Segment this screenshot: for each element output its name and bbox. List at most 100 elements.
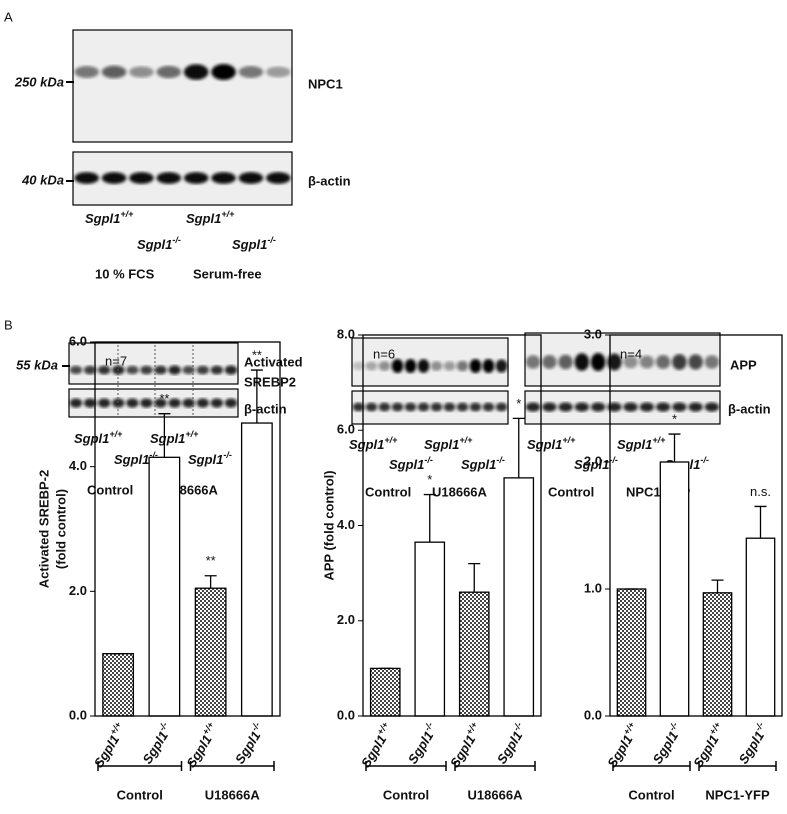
blot-band <box>210 365 224 375</box>
blot-band <box>126 365 139 375</box>
blot-band <box>196 398 210 408</box>
protein-label: NPC1 <box>308 76 343 91</box>
y-tick-label: 3.0 <box>584 326 602 341</box>
condition-label: Control <box>365 484 411 499</box>
blot-frame <box>524 332 721 387</box>
protein-label: Activated <box>244 354 303 369</box>
genotype-base: Sgpl1 <box>358 733 389 771</box>
bar <box>369 667 401 717</box>
blot-band <box>182 398 196 408</box>
blot-band <box>154 398 167 408</box>
n-label: n=4 <box>620 346 642 361</box>
blot-band <box>168 365 181 375</box>
error-bar <box>423 493 436 543</box>
group-bracket <box>189 761 275 771</box>
blot-band <box>456 360 469 372</box>
bar <box>745 537 776 717</box>
genotype-base: Sgpl1 <box>650 729 681 767</box>
blot-band <box>210 398 224 408</box>
error-bar <box>468 562 481 593</box>
blot-band <box>574 353 590 371</box>
x-tick-label: Sgpl1-/- <box>138 720 176 766</box>
bar <box>659 461 690 717</box>
blot-band <box>129 66 154 78</box>
blot-band <box>196 365 210 375</box>
x-tick-label: Sgpl1-/- <box>403 720 441 766</box>
blot-band <box>183 172 209 184</box>
n-label: n=7 <box>105 353 127 368</box>
bar <box>458 591 490 717</box>
x-tick-label: Sgpl1+/+ <box>603 720 644 771</box>
blot-band <box>74 66 100 78</box>
blot-band <box>101 65 127 79</box>
genotype-base: Sgpl1 <box>140 729 171 767</box>
bar <box>503 477 535 717</box>
genotype-sup: -/- <box>609 455 618 465</box>
protein-label: β-actin <box>244 401 287 416</box>
blot-band <box>482 359 495 373</box>
condition-label: Serum-free <box>193 266 262 281</box>
blot-band <box>443 361 456 371</box>
blot-band <box>97 365 111 375</box>
blot-band <box>456 402 469 412</box>
y-tick-label: 1.0 <box>584 580 602 595</box>
error-bar <box>711 579 724 593</box>
blot-frame <box>351 390 509 425</box>
y-axis-label: APP (fold control) <box>321 470 336 580</box>
genotype-sup: +/+ <box>120 209 134 219</box>
blot-band <box>156 172 182 184</box>
blot-band <box>542 402 557 412</box>
genotype-base: Sgpl1 <box>188 452 223 467</box>
blot-frame <box>351 337 509 387</box>
blot-band <box>154 365 167 375</box>
blot-band <box>704 355 720 369</box>
significance-label: ** <box>206 553 216 568</box>
genotype-sup: -/- <box>424 455 433 465</box>
blot-band <box>525 355 541 369</box>
genotype-label: Sgpl1+/+ <box>85 209 134 226</box>
blot-band <box>655 355 671 369</box>
blot-band <box>590 402 606 412</box>
blot-band <box>417 359 430 373</box>
y-axis-label: Activated SREBP-2 <box>36 470 51 588</box>
group-label: Control <box>117 787 163 802</box>
blot-band <box>378 361 391 371</box>
blot-band <box>525 402 541 412</box>
significance-label: ** <box>159 391 169 406</box>
group-bracket <box>698 761 777 771</box>
blot-band <box>224 398 238 408</box>
x-tick-label: Sgpl1+/+ <box>446 720 487 771</box>
x-tick-label: Sgpl1+/+ <box>357 720 398 771</box>
x-tick-label: Sgpl1-/- <box>734 720 772 766</box>
x-tick-label: Sgpl1-/- <box>231 720 269 766</box>
genotype-sup: +/+ <box>185 429 199 439</box>
blot-band <box>495 359 508 373</box>
error-bar <box>204 575 217 589</box>
x-tick-label: Sgpl1+/+ <box>182 720 223 771</box>
genotype-base: Sgpl1 <box>461 457 496 472</box>
genotype-label: Sgpl1-/- <box>461 455 505 472</box>
significance-label: * <box>427 472 432 487</box>
blot-band <box>391 402 404 412</box>
y-tick-label: 2.0 <box>584 453 602 468</box>
blot-band <box>365 361 378 371</box>
blot-band <box>417 402 430 412</box>
panel-label: A <box>4 9 13 24</box>
blot-band <box>182 365 196 375</box>
genotype-label: Sgpl1-/- <box>574 455 618 472</box>
blot-band <box>672 402 687 412</box>
blot-band <box>101 172 127 184</box>
genotype-label: Sgpl1+/+ <box>74 429 123 446</box>
blot-band <box>69 398 83 408</box>
blot-band <box>378 402 391 412</box>
blot-frame <box>524 390 721 425</box>
y-tick-label: 2.0 <box>69 583 87 598</box>
blot-band <box>607 402 622 412</box>
blot-band <box>482 402 495 412</box>
genotype-base: Sgpl1 <box>389 457 424 472</box>
blot-band <box>404 359 417 373</box>
blot-band <box>607 353 622 371</box>
blot-band <box>391 359 404 373</box>
